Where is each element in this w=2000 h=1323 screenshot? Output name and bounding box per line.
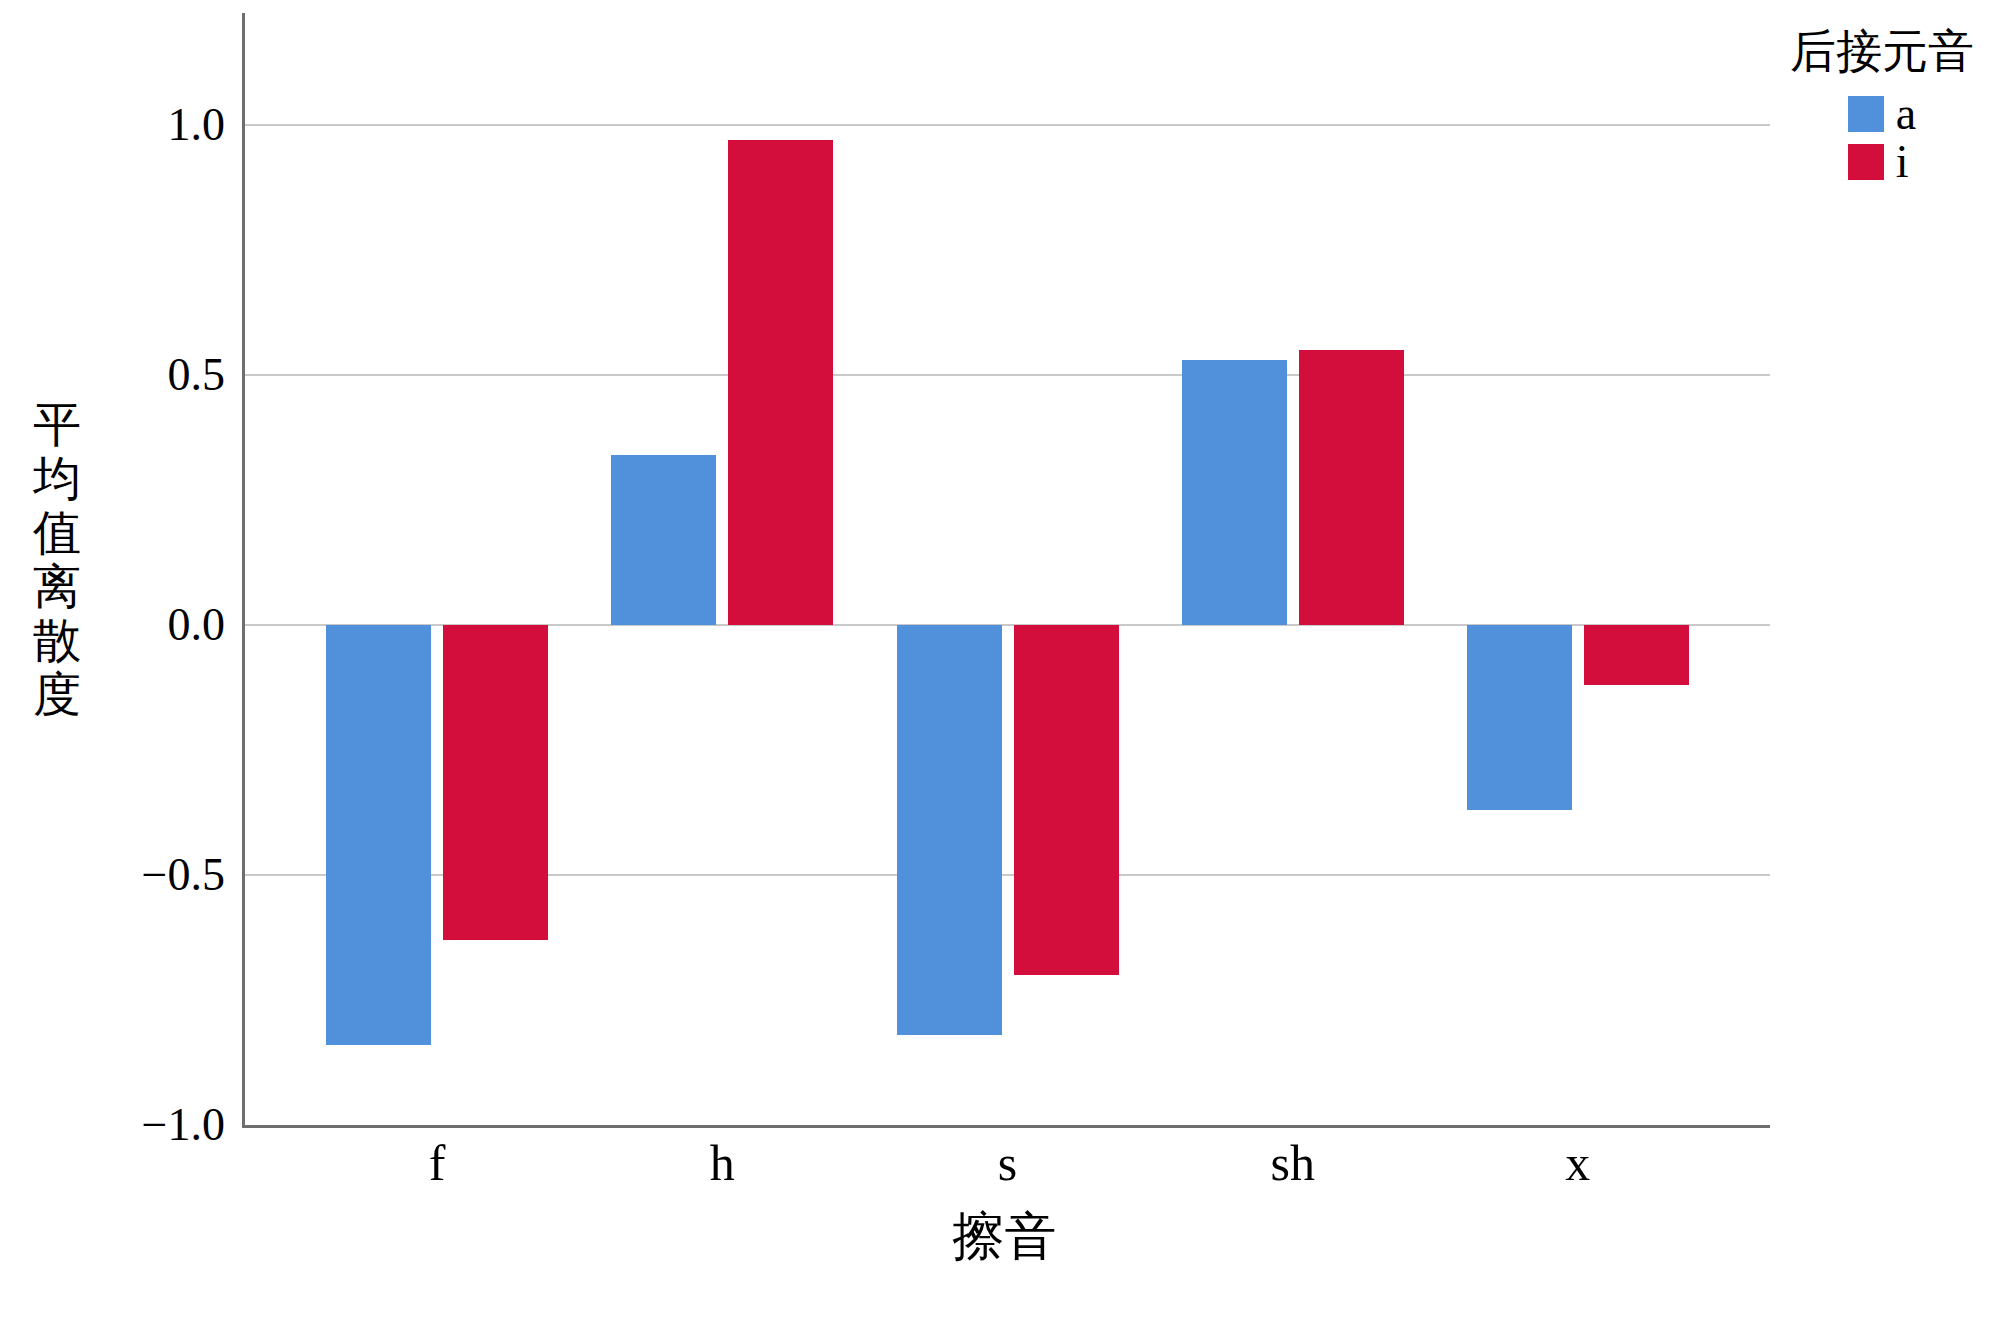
y-axis-title-char: 散 <box>22 614 92 668</box>
bar-s-a <box>897 625 1002 1035</box>
gridline-y-1.0 <box>245 124 1770 126</box>
y-tick-label: −1.0 <box>105 1099 225 1151</box>
bar-f-a <box>326 625 431 1045</box>
x-tick-label-h: h <box>642 1135 802 1191</box>
bar-x-a <box>1467 625 1572 810</box>
bar-f-i <box>443 625 548 940</box>
x-tick-label-s: s <box>928 1135 1088 1191</box>
bar-h-i <box>728 140 833 625</box>
y-tick-label: 1.0 <box>105 99 225 151</box>
gridline-y-0.5 <box>245 374 1770 376</box>
bar-x-i <box>1584 625 1689 685</box>
y-axis-title-char: 度 <box>22 668 92 722</box>
legend-items: ai <box>1848 90 1916 186</box>
bar-sh-a <box>1182 360 1287 625</box>
y-axis-title-char: 值 <box>22 506 92 560</box>
bar-h-a <box>611 455 716 625</box>
x-tick-label-f: f <box>357 1135 517 1191</box>
x-axis-title: 擦音 <box>242 1208 1767 1266</box>
x-tick-label-x: x <box>1498 1135 1658 1191</box>
plot-area: 1.00.50.0−0.5−1.0fhsshx <box>242 13 1770 1128</box>
y-tick-label: −0.5 <box>105 849 225 901</box>
y-axis-title-char: 平 <box>22 398 92 452</box>
legend-swatch-i <box>1848 144 1884 180</box>
y-axis-title-char: 均 <box>22 452 92 506</box>
legend-label: a <box>1896 91 1916 137</box>
y-axis-title-char: 离 <box>22 560 92 614</box>
bar-sh-i <box>1299 350 1404 625</box>
legend: 后接元音 ai <box>1772 24 1992 186</box>
bar-chart-figure: 平均值离散度 1.00.50.0−0.5−1.0fhsshx 擦音 后接元音 a… <box>0 0 2000 1323</box>
y-axis-title: 平均值离散度 <box>22 398 92 722</box>
x-tick-label-sh: sh <box>1213 1135 1373 1191</box>
legend-item-a: a <box>1848 90 1916 138</box>
legend-item-i: i <box>1848 138 1916 186</box>
y-tick-label: 0.0 <box>105 599 225 651</box>
legend-title: 后接元音 <box>1790 24 1974 80</box>
legend-label: i <box>1896 139 1909 185</box>
legend-swatch-a <box>1848 96 1884 132</box>
y-tick-label: 0.5 <box>105 349 225 401</box>
bar-s-i <box>1014 625 1119 975</box>
